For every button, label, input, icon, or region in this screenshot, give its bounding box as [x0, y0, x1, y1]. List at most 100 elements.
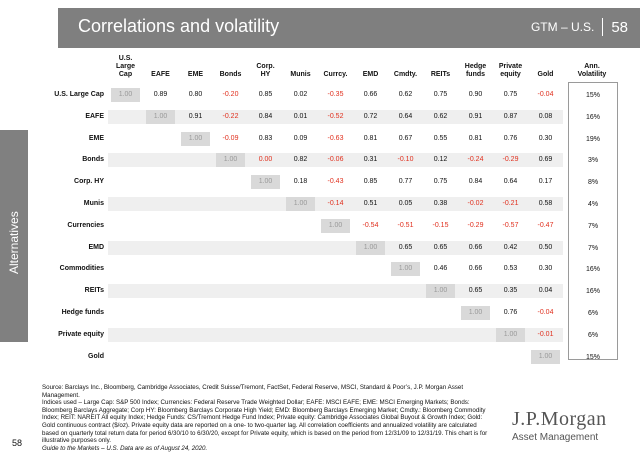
- volatility-cell: 16%: [585, 113, 600, 121]
- volatility-column: 15% 16% 19% 3% 8% 4% 7% 7% 16% 16% 6% 6% 15%: [568, 82, 618, 361]
- diagonal-cell: 1.00: [391, 262, 420, 277]
- footer-page-number: 58: [12, 438, 23, 448]
- correlation-cell: -0.47: [537, 221, 554, 229]
- correlation-cell: 0.04: [538, 287, 553, 295]
- correlation-cell: 0.84: [258, 112, 273, 120]
- correlation-cell: 0.31: [363, 156, 378, 164]
- diagonal-cell: 1.00: [321, 218, 350, 233]
- row-stripe: [108, 197, 563, 211]
- correlation-cell: -0.21: [502, 200, 519, 207]
- correlation-cell: -0.09: [222, 134, 239, 142]
- volatility-header: Ann. Volatility: [577, 63, 607, 78]
- correlation-cell: 0.75: [503, 91, 518, 98]
- correlation-cell: -0.01: [537, 330, 554, 338]
- correlation-cell: 0.65: [468, 287, 483, 295]
- logo-wordmark: J.P.Morgan: [512, 408, 607, 430]
- volatility-cell: 3%: [587, 157, 599, 165]
- diagonal-cell: 1.00: [426, 284, 455, 299]
- jpmorgan-logo: J.P.Morgan Asset Management: [512, 408, 632, 443]
- correlation-cell: -0.04: [537, 91, 554, 98]
- correlation-cell: -0.54: [362, 221, 379, 229]
- header-page-number: 58: [611, 18, 628, 36]
- column-header: EMD: [362, 71, 379, 78]
- correlation-cell: -0.22: [222, 112, 239, 120]
- correlation-cell: 0.30: [538, 134, 553, 142]
- column-header: EAFE: [151, 71, 170, 78]
- correlation-cell: 0.01: [293, 112, 308, 120]
- diagonal-cell: 1.00: [496, 327, 525, 342]
- diagonal-cell: 1.00: [216, 153, 245, 168]
- correlation-cell: 0.76: [503, 309, 518, 316]
- correlation-cell: 0.89: [153, 91, 168, 98]
- row-stripe: [108, 109, 563, 124]
- section-label: Alternatives: [7, 211, 21, 274]
- row-stripe: [108, 284, 563, 299]
- row-label: Commodities: [59, 265, 104, 273]
- correlation-cell: 0.30: [538, 265, 553, 273]
- correlation-cell: 0.46: [433, 265, 448, 273]
- correlation-cell: 0.64: [503, 178, 518, 186]
- correlation-cell: -0.43: [327, 178, 344, 186]
- column-header: Gold: [537, 71, 554, 78]
- column-header: U.S. Large Cap: [115, 55, 136, 78]
- correlation-cell: 0.17: [538, 178, 553, 186]
- correlation-cell: 0.81: [363, 134, 378, 142]
- header-bar: Correlations and volatility GTM – U.S. 5…: [58, 8, 640, 48]
- column-header: Cmdty.: [393, 71, 418, 78]
- correlation-cell: 0.66: [363, 91, 378, 98]
- diagonal-cell: 1.00: [286, 197, 315, 211]
- correlation-cell: 0.08: [538, 112, 553, 120]
- row-stripe: [108, 240, 563, 255]
- volatility-cell: 16%: [585, 266, 600, 274]
- correlation-cell: 0.82: [293, 156, 308, 164]
- correlation-cell: 0.02: [293, 91, 308, 98]
- correlation-cell: -0.63: [327, 134, 344, 142]
- diagonal-cell: 1.00: [531, 349, 560, 364]
- volatility-cell: 16%: [585, 288, 600, 296]
- correlation-cell: 0.66: [468, 265, 483, 273]
- correlation-cell: 0.85: [363, 178, 378, 186]
- source-note: Source: Barclays Inc., Bloomberg, Cambri…: [42, 384, 464, 399]
- correlation-cell: -0.20: [222, 91, 239, 98]
- correlation-cell: 0.65: [398, 243, 413, 251]
- correlation-cell: 0.35: [503, 287, 518, 295]
- volatility-cell: 15%: [585, 92, 600, 99]
- volatility-cell: 7%: [587, 244, 599, 252]
- correlation-cell: 0.62: [433, 112, 448, 120]
- volatility-cell: 4%: [587, 201, 599, 208]
- correlation-cell: -0.24: [467, 156, 484, 164]
- correlation-cell: 0.53: [503, 265, 518, 273]
- header-right: GTM – U.S. 58: [531, 18, 628, 36]
- volatility-cell: 15%: [585, 353, 600, 361]
- correlation-cell: 0.91: [468, 112, 483, 120]
- correlation-cell: 0.55: [433, 134, 448, 142]
- correlation-cell: -0.02: [467, 200, 484, 207]
- column-header: Corp. HY: [256, 63, 275, 78]
- row-label: Corp. HY: [74, 178, 104, 186]
- correlation-cell: -0.10: [397, 156, 414, 164]
- column-header: Bonds: [219, 71, 242, 78]
- correlation-cell: 0.64: [398, 112, 413, 120]
- column-header: Private equity: [498, 63, 523, 78]
- diagonal-cell: 1.00: [111, 88, 140, 102]
- correlation-cell: 0.67: [398, 134, 413, 142]
- volatility-cell: 8%: [587, 179, 599, 187]
- row-label: Bonds: [82, 156, 104, 164]
- row-stripe: [108, 327, 563, 342]
- column-header: Hedge funds: [464, 63, 487, 78]
- diagonal-cell: 1.00: [251, 175, 280, 190]
- correlation-cell: -0.57: [502, 221, 519, 229]
- row-label: Hedge funds: [61, 309, 104, 316]
- correlation-cell: -0.15: [432, 221, 449, 229]
- correlation-cell: 0.51: [363, 200, 378, 207]
- correlation-cell: 0.75: [433, 91, 448, 98]
- gtm-label: GTM – U.S.: [530, 20, 595, 34]
- row-label: Private equity: [58, 330, 104, 338]
- column-header: Munis: [290, 71, 311, 78]
- correlation-cell: 0.72: [363, 112, 378, 120]
- row-label: EMD: [88, 243, 104, 251]
- volatility-cell: 19%: [585, 135, 600, 143]
- correlation-cell: 0.76: [503, 134, 518, 142]
- row-label: Currencies: [67, 221, 104, 229]
- column-header: REITs: [430, 71, 451, 78]
